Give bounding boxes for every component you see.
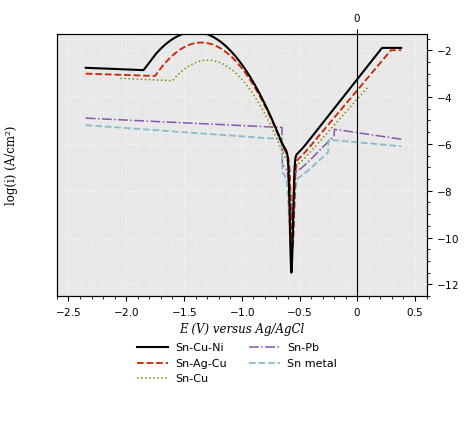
Legend: Sn-Cu-Ni, Sn-Ag-Cu, Sn-Cu, Sn-Pb, Sn metal: Sn-Cu-Ni, Sn-Ag-Cu, Sn-Cu, Sn-Pb, Sn met… bbox=[137, 343, 337, 385]
X-axis label: E (V) versus Ag/AgCl: E (V) versus Ag/AgCl bbox=[179, 323, 304, 336]
Y-axis label: log(i) (A/cm²): log(i) (A/cm²) bbox=[5, 125, 18, 205]
